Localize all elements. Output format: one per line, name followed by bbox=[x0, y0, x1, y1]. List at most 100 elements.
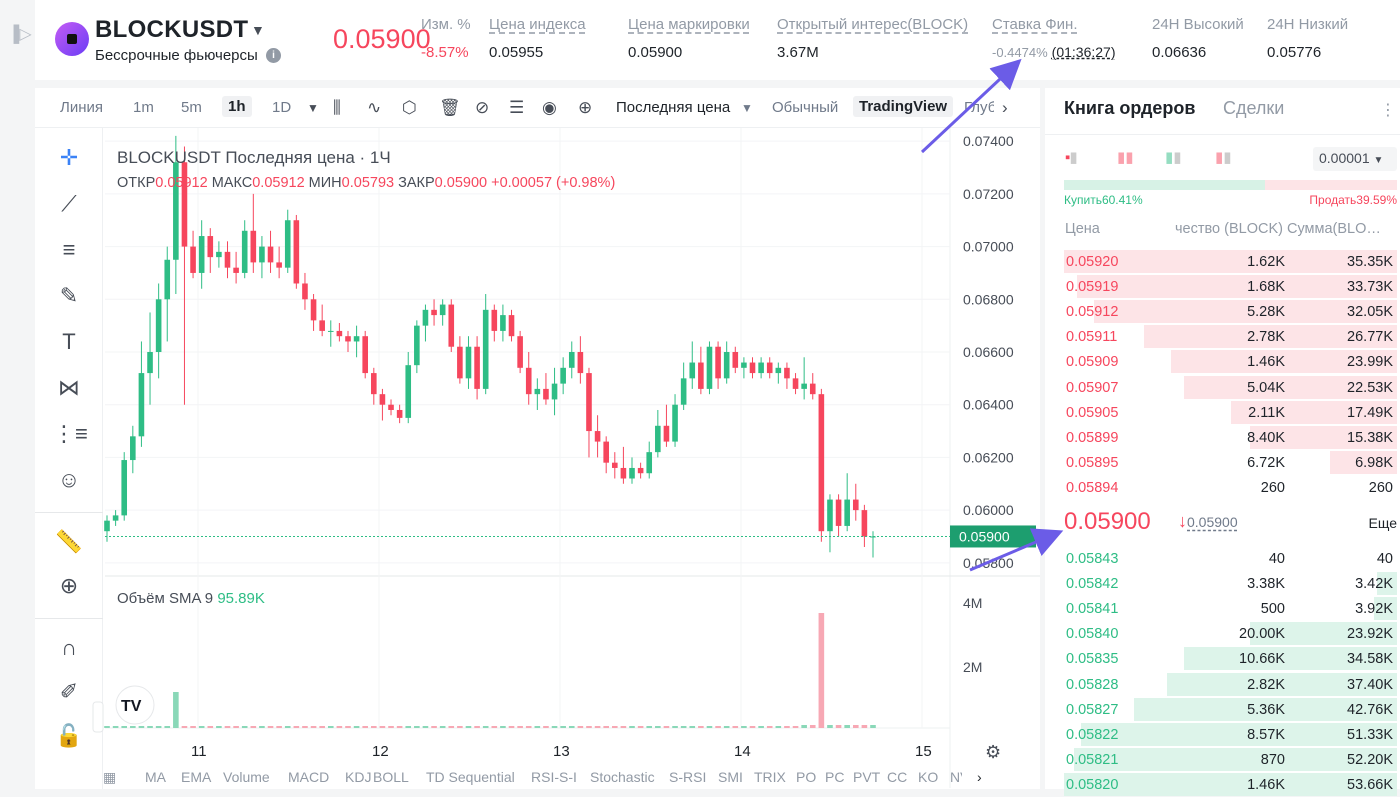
indicator-5[interactable]: BOLL bbox=[373, 769, 409, 785]
settings-icon[interactable]: ⬡ bbox=[402, 98, 417, 117]
candle-type-icon[interactable]: ⫼ bbox=[333, 98, 341, 117]
tf-5m-button[interactable]: 5m bbox=[181, 99, 202, 116]
add-alert-icon[interactable]: ⊕ bbox=[578, 98, 593, 117]
orderbook-row[interactable]: 0.05842 3.38K 3.42K bbox=[1045, 571, 1397, 596]
trash-icon[interactable]: 🗑 bbox=[439, 98, 461, 117]
tf-1m-button[interactable]: 1m bbox=[133, 99, 154, 116]
stat-label[interactable]: Цена индекса bbox=[489, 16, 586, 33]
stat-label[interactable]: Цена маркировки bbox=[628, 16, 750, 33]
symbol-dropdown-icon[interactable]: ▼ bbox=[251, 22, 265, 38]
stat-label[interactable]: Ставка Фин. bbox=[992, 16, 1078, 33]
horizontal-lines-icon[interactable]: ≡ bbox=[62, 237, 76, 262]
orderbook-row[interactable]: 0.05840 20.00K 23.92K bbox=[1045, 621, 1397, 646]
indicator-15[interactable]: CC bbox=[887, 769, 908, 785]
orderbook-row[interactable]: 0.05894 260 260 bbox=[1045, 475, 1397, 500]
orderbook-row[interactable]: 0.05835 10.66K 34.58K bbox=[1045, 646, 1397, 671]
orderbook-row[interactable]: 0.05909 1.46K 23.99K bbox=[1045, 349, 1397, 374]
tf-1h-button[interactable]: 1h bbox=[222, 96, 252, 117]
price-axis[interactable] bbox=[950, 128, 1040, 788]
tf-dropdown-icon[interactable]: ▼ bbox=[307, 101, 319, 115]
tab-trades[interactable]: Сделки bbox=[1223, 98, 1285, 118]
indicator-4[interactable]: KDJ bbox=[345, 769, 372, 785]
collapse-toolbar-icon[interactable] bbox=[92, 701, 104, 733]
indicators-icon[interactable]: ∿ bbox=[367, 98, 382, 117]
orderbook-row[interactable]: 0.05895 6.72K 6.98K bbox=[1045, 450, 1397, 475]
orderbook-row[interactable]: 0.05899 8.40K 15.38K bbox=[1045, 425, 1397, 450]
volume-bar bbox=[706, 726, 713, 728]
camera-icon[interactable]: ◉ bbox=[542, 98, 557, 117]
buy-ratio-fill bbox=[1064, 180, 1266, 190]
orderbook-row[interactable]: 0.05907 5.04K 22.53K bbox=[1045, 375, 1397, 400]
magnet-icon[interactable]: ∩ bbox=[61, 635, 77, 660]
indicator-12[interactable]: PO bbox=[796, 769, 817, 785]
orderbook-row[interactable]: 0.05821 870 52.20K bbox=[1045, 747, 1397, 772]
calendar-icon[interactable]: ▦ bbox=[103, 769, 117, 785]
view-both-icon[interactable]: ▪▮ bbox=[1065, 149, 1078, 166]
ruler-icon[interactable]: 📏 bbox=[55, 529, 83, 554]
indicator-11[interactable]: TRIX bbox=[754, 769, 786, 785]
zoom-in-icon[interactable]: ⊕ bbox=[59, 573, 79, 598]
view-compact-icon[interactable]: ▮▮ bbox=[1215, 149, 1232, 166]
orderbook-row[interactable]: 0.05841 500 3.92K bbox=[1045, 596, 1397, 621]
tf-1d-button[interactable]: 1D bbox=[272, 99, 292, 116]
indicator-3[interactable]: MACD bbox=[288, 769, 330, 785]
orderbook-row[interactable]: 0.05911 2.78K 26.77K bbox=[1045, 324, 1397, 349]
crosshair-icon[interactable]: ✛ bbox=[59, 145, 79, 170]
price-type-select[interactable]: Последняя цена bbox=[616, 99, 731, 116]
brush-icon[interactable]: ✎ bbox=[59, 283, 79, 308]
view-tradingview-tab[interactable]: TradingView bbox=[853, 96, 954, 117]
view-depth-tab[interactable]: Глуб bbox=[964, 99, 994, 116]
indicator-13[interactable]: PC bbox=[825, 769, 845, 785]
indicator-16[interactable]: KO bbox=[918, 769, 939, 785]
unlock-icon[interactable]: 🔓 bbox=[55, 723, 83, 748]
line-button[interactable]: Линия bbox=[60, 99, 104, 116]
orderbook-row[interactable]: 0.05827 5.36K 42.76K bbox=[1045, 697, 1397, 722]
indicator-8[interactable]: Stochastic bbox=[590, 769, 655, 785]
panel-menu-icon[interactable]: ⋮ bbox=[1380, 102, 1396, 119]
emoji-icon[interactable]: ☺ bbox=[57, 467, 81, 492]
indicator-9[interactable]: S-RSI bbox=[669, 769, 707, 785]
orderbook-row[interactable]: 0.05828 2.82K 37.40K bbox=[1045, 672, 1397, 697]
price-tick-label: 0.07000 bbox=[963, 239, 1014, 255]
tab-orderbook[interactable]: Книга ордеров bbox=[1064, 98, 1196, 118]
fib-icon[interactable]: ⋮≡ bbox=[53, 421, 88, 446]
indicators-scroll-icon[interactable]: › bbox=[977, 769, 982, 785]
text-icon[interactable]: T bbox=[62, 329, 76, 354]
more-link[interactable]: Еще bbox=[1368, 515, 1398, 531]
indicator-10[interactable]: SMI bbox=[718, 769, 743, 785]
indicator-2[interactable]: Volume bbox=[223, 769, 270, 785]
trendline-icon[interactable]: ⟋ bbox=[61, 191, 77, 216]
expand-panel-icon[interactable]: ▐▷ bbox=[8, 26, 32, 43]
indicator-7[interactable]: RSI-S-I bbox=[531, 769, 577, 785]
view-basic-tab[interactable]: Обычный bbox=[772, 99, 839, 116]
list-icon[interactable]: ☰ bbox=[509, 98, 525, 117]
pattern-icon[interactable]: ⋈ bbox=[58, 375, 80, 400]
price-chart[interactable]: 0.07400 0.07200 0.07000 0.06800 0.06600 0.064… bbox=[35, 128, 1040, 788]
orderbook-row[interactable]: 0.05920 1.62K 35.35K bbox=[1045, 249, 1397, 274]
candle-body bbox=[121, 460, 128, 516]
view-asks-icon[interactable]: ▮▮ bbox=[1117, 149, 1134, 166]
stat-label[interactable]: Открытый интерес(BLOCK) bbox=[777, 16, 969, 33]
orderbook-row[interactable]: 0.05912 5.28K 32.05K bbox=[1045, 299, 1397, 324]
lock-drawing-icon[interactable]: ✐ bbox=[59, 679, 79, 704]
orderbook-row[interactable]: 0.05820 1.46K 53.66K bbox=[1045, 772, 1397, 797]
row-price: 0.05919 bbox=[1066, 279, 1119, 296]
orderbook-row[interactable]: 0.05919 1.68K 33.73K bbox=[1045, 274, 1397, 299]
hide-drawings-icon[interactable]: ⊘ bbox=[475, 98, 490, 117]
indicator-14[interactable]: PVT bbox=[853, 769, 881, 785]
orderbook-row[interactable]: 0.05905 2.11K 17.49K bbox=[1045, 400, 1397, 425]
info-icon[interactable]: i bbox=[266, 48, 281, 63]
view-bids-icon[interactable]: ▮▮ bbox=[1165, 149, 1182, 166]
scroll-right-icon[interactable]: › bbox=[1002, 98, 1008, 117]
tick-size-select[interactable]: 0.00001 ▼ bbox=[1313, 147, 1397, 171]
candle-body bbox=[431, 309, 437, 316]
price-type-dropdown-icon[interactable]: ▼ bbox=[741, 101, 753, 115]
indicator-0[interactable]: MA bbox=[145, 769, 166, 785]
orderbook-row[interactable]: 0.05843 40 40 bbox=[1045, 546, 1397, 571]
chart-settings-gear-icon[interactable]: ⚙ bbox=[985, 742, 1001, 762]
indicator-1[interactable]: EMA bbox=[181, 769, 212, 785]
indicator-17[interactable]: NV bbox=[950, 769, 962, 785]
orderbook-row[interactable]: 0.05822 8.57K 51.33K bbox=[1045, 722, 1397, 747]
indicator-6[interactable]: TD Sequential bbox=[426, 769, 515, 785]
symbol-title[interactable]: BLOCKUSDT bbox=[95, 16, 249, 43]
